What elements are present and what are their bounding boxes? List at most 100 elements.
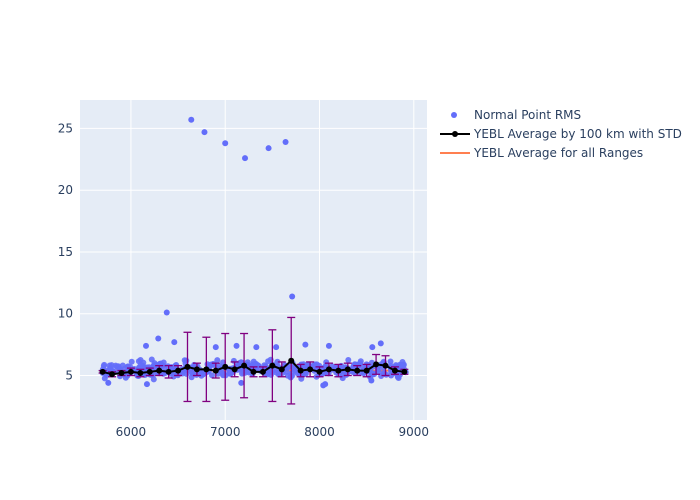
legend[interactable]: Normal Point RMS YEBL Average by 100 km w… (440, 108, 682, 160)
average-marker (288, 357, 295, 364)
scatter-point (137, 357, 144, 363)
x-tick-label: 7000 (210, 425, 241, 439)
scatter-point (230, 357, 237, 364)
x-tick-label: 9000 (399, 425, 430, 439)
scatter-point (198, 372, 205, 379)
x-axis-ticks: 6000 7000 8000 9000 (116, 425, 429, 439)
average-marker (401, 368, 408, 375)
scatter-point (311, 361, 318, 368)
y-tick-label: 15 (58, 245, 73, 259)
scatter-point (394, 374, 401, 380)
average-marker (127, 368, 134, 375)
average-marker (184, 363, 191, 370)
average-marker (382, 362, 389, 369)
scatter-point (148, 356, 155, 363)
scatter-point (139, 362, 146, 369)
scatter-point (325, 342, 332, 349)
average-marker (373, 361, 380, 368)
legend-item[interactable]: YEBL Average for all Ranges (440, 146, 643, 160)
scatter-point (101, 361, 108, 368)
scatter-point (163, 309, 170, 316)
average-marker (269, 362, 276, 369)
average-marker (156, 367, 163, 374)
average-marker (344, 366, 351, 373)
average-line-group (99, 357, 408, 378)
scatter-point (302, 341, 309, 348)
legend-label: YEBL Average for all Ranges (473, 146, 643, 160)
scatter-point (188, 116, 195, 123)
average-marker (363, 367, 370, 374)
scatter-point (233, 342, 240, 349)
y-tick-label: 20 (58, 183, 73, 197)
scatter-point (282, 139, 289, 146)
average-marker (259, 368, 266, 375)
average-marker (325, 366, 332, 373)
y-tick-label: 5 (65, 369, 73, 383)
scatter-point (101, 375, 108, 382)
scatter-point (150, 376, 157, 383)
grid-lines (80, 100, 427, 420)
scatter-point (214, 357, 221, 364)
x-tick-label: 6000 (116, 425, 147, 439)
scatter-point (105, 379, 112, 386)
legend-symbol (451, 112, 457, 118)
average-marker (241, 362, 248, 369)
scatter-point (143, 342, 150, 349)
average-marker (118, 370, 125, 377)
x-tick-label: 8000 (304, 425, 335, 439)
scatter-point (218, 368, 225, 375)
scatter-point (155, 335, 162, 342)
average-marker (203, 366, 210, 373)
scatter-point (345, 357, 352, 363)
scatter-point (273, 369, 280, 376)
scatter-point (400, 361, 407, 368)
average-marker (297, 367, 304, 374)
average-marker (212, 367, 219, 374)
scatter-point (253, 344, 260, 351)
scatter-point (212, 344, 219, 351)
average-marker (109, 371, 116, 378)
scatter-point (321, 364, 328, 371)
scatter-point (357, 358, 364, 365)
scatter-point (242, 155, 249, 162)
scatter-point (251, 361, 258, 368)
legend-marker (452, 131, 458, 137)
average-marker (354, 367, 361, 374)
y-tick-label: 25 (58, 121, 73, 135)
average-marker (250, 368, 257, 375)
legend-item[interactable]: YEBL Average by 100 km with STD (440, 127, 682, 141)
scatter-point (143, 381, 150, 388)
scatter-point (291, 366, 298, 373)
scatter-point (112, 362, 119, 369)
scatter-point (387, 358, 394, 365)
scatter-point (264, 371, 271, 378)
scatter-point (289, 293, 296, 300)
average-marker (222, 363, 229, 370)
average-marker (231, 366, 238, 373)
scatter-point (128, 358, 135, 365)
average-marker (175, 367, 182, 374)
scatter-point (274, 358, 281, 365)
average-marker (146, 368, 153, 375)
scatter-point (238, 379, 245, 386)
legend-label: YEBL Average by 100 km with STD (473, 127, 682, 141)
average-marker (316, 368, 323, 375)
average-marker (307, 366, 314, 373)
scatter-point (265, 145, 272, 152)
average-marker (137, 370, 144, 377)
average-marker (391, 367, 398, 374)
legend-item[interactable]: Normal Point RMS (451, 108, 581, 122)
scatter-point (209, 372, 215, 379)
scatter-point (322, 381, 329, 388)
scatter-point (171, 339, 178, 346)
scatter-point (201, 129, 208, 136)
average-marker (278, 366, 285, 373)
average-marker (335, 367, 342, 374)
legend-label: Normal Point RMS (474, 108, 581, 122)
scatter-point (122, 374, 129, 381)
scatter-point (222, 140, 229, 147)
scatter-point (369, 344, 376, 351)
average-marker (193, 366, 200, 373)
